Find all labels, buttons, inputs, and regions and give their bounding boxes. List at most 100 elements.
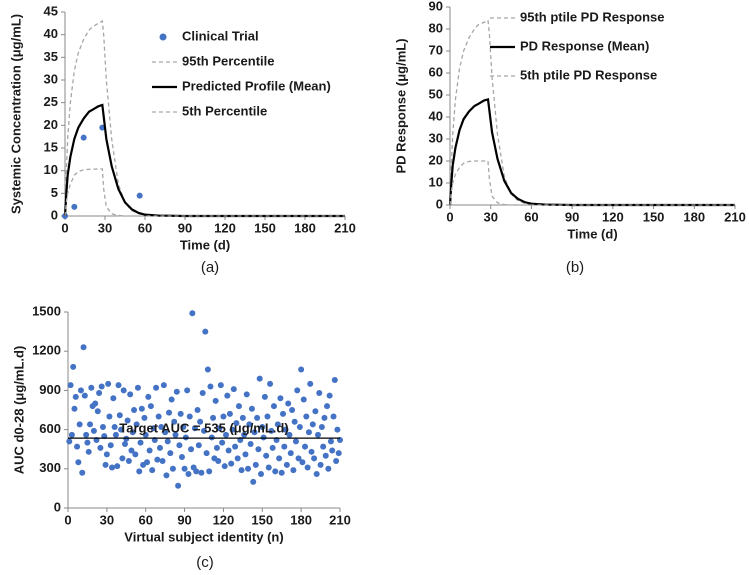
- data-point: [131, 407, 138, 413]
- data-point: [295, 455, 302, 462]
- caption: (b): [566, 259, 584, 276]
- data-point: [330, 413, 337, 420]
- data-point: [90, 427, 97, 434]
- data-point: [267, 380, 274, 387]
- y-tick-label: 1200: [32, 343, 61, 358]
- x-tick-label: 30: [483, 209, 497, 224]
- data-point: [77, 387, 84, 394]
- data-point: [326, 392, 333, 399]
- data-point: [159, 457, 166, 464]
- data-point: [125, 457, 132, 464]
- y-tick-label: 40: [429, 108, 443, 123]
- data-point: [243, 391, 250, 398]
- x-tick-label: 60: [138, 512, 152, 527]
- data-point: [239, 414, 246, 421]
- data-point: [137, 439, 144, 446]
- data-point: [291, 418, 298, 425]
- data-point: [97, 444, 104, 451]
- data-point: [333, 457, 340, 464]
- data-point: [172, 431, 179, 438]
- data-point: [274, 421, 281, 428]
- data-point: [92, 400, 99, 407]
- data-point: [106, 413, 113, 420]
- data-point: [175, 482, 182, 489]
- x-tick-label: 120: [214, 220, 236, 235]
- y-tick-label: 30: [44, 71, 58, 86]
- y-tick-label: 40: [44, 26, 58, 41]
- data-point: [188, 446, 195, 453]
- data-point: [234, 455, 241, 462]
- data-point: [128, 447, 135, 454]
- data-point: [294, 387, 301, 394]
- series-line: [64, 20, 345, 217]
- data-point: [286, 431, 293, 438]
- data-point: [304, 464, 311, 471]
- data-point: [103, 451, 110, 458]
- data-point: [261, 393, 268, 400]
- data-point: [215, 457, 222, 464]
- data-point: [168, 396, 175, 403]
- data-point: [201, 427, 207, 434]
- y-axis-label: AUC d0-28 (μg/mL.d): [11, 346, 26, 475]
- data-point: [163, 472, 170, 479]
- data-point: [182, 434, 189, 441]
- data-point: [199, 390, 206, 397]
- data-point: [102, 461, 109, 468]
- data-point: [67, 382, 74, 389]
- data-point: [259, 423, 266, 430]
- data-point: [81, 392, 88, 399]
- data-point: [257, 471, 264, 478]
- data-point: [321, 414, 328, 421]
- data-point: [197, 418, 204, 425]
- data-point: [79, 469, 86, 476]
- x-axis-label: Time (d): [567, 226, 617, 241]
- data-point: [167, 450, 174, 457]
- data-point: [178, 454, 185, 461]
- data-point: [250, 478, 257, 485]
- data-point: [109, 464, 116, 471]
- y-axis-label: PD Response (μg/mL): [393, 38, 408, 173]
- data-point: [164, 438, 171, 445]
- caption: (c): [196, 554, 214, 571]
- data-point: [292, 438, 299, 445]
- data-point: [298, 366, 305, 373]
- data-point: [252, 461, 259, 468]
- y-axis-label: Systemic Concentration (μg/mL): [8, 14, 23, 214]
- data-point: [204, 366, 211, 373]
- data-point: [99, 423, 106, 430]
- data-point: [155, 413, 162, 420]
- data-point: [290, 467, 297, 474]
- data-point: [127, 391, 134, 398]
- legend-label: Predicted Profile (Mean): [182, 78, 331, 93]
- data-point: [112, 431, 119, 438]
- data-point: [263, 452, 270, 459]
- data-point: [272, 468, 279, 475]
- series-line: [64, 168, 345, 217]
- data-point: [107, 442, 114, 449]
- data-point: [309, 421, 316, 428]
- data-point: [213, 444, 220, 451]
- data-point: [241, 431, 248, 438]
- x-tick-label: 30: [100, 512, 114, 527]
- data-point: [83, 431, 90, 438]
- x-tick-label: 180: [294, 220, 316, 235]
- data-point: [191, 425, 198, 432]
- data-point: [228, 460, 235, 467]
- y-tick-label: 45: [44, 3, 58, 18]
- x-tick-label: 180: [683, 209, 705, 224]
- data-point: [246, 421, 253, 428]
- data-point: [124, 417, 131, 424]
- data-point: [226, 410, 233, 417]
- x-tick-label: 210: [329, 512, 351, 527]
- data-point: [186, 413, 193, 420]
- data-point: [278, 469, 285, 476]
- data-point: [307, 380, 314, 387]
- data-point: [149, 467, 156, 474]
- x-tick-label: 150: [251, 512, 273, 527]
- data-point: [198, 469, 205, 476]
- data-point: [322, 452, 329, 459]
- legend-label: PD Response (Mean): [520, 38, 649, 53]
- x-tick-label: 150: [254, 220, 276, 235]
- x-axis-label: Time (d): [180, 237, 230, 252]
